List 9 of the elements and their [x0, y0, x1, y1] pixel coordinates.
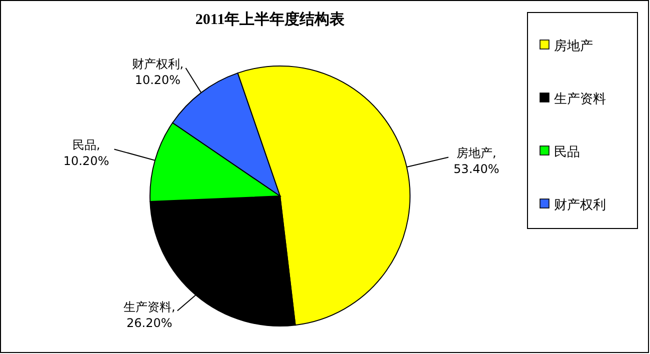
chart-title: 2011年上半年度结构表	[195, 10, 346, 28]
legend-label: 房地产	[554, 38, 593, 54]
legend-label: 财产权利	[554, 198, 606, 213]
data-label: 生产资料, 26.20%	[123, 300, 176, 330]
legend-label: 民品	[554, 145, 580, 160]
data-label: 民品, 10.20%	[63, 138, 110, 168]
data-label: 财产权利, 10.20%	[132, 57, 184, 88]
data-label: 房地产, 53.40%	[454, 146, 500, 176]
legend-label: 生产资料	[554, 92, 606, 107]
